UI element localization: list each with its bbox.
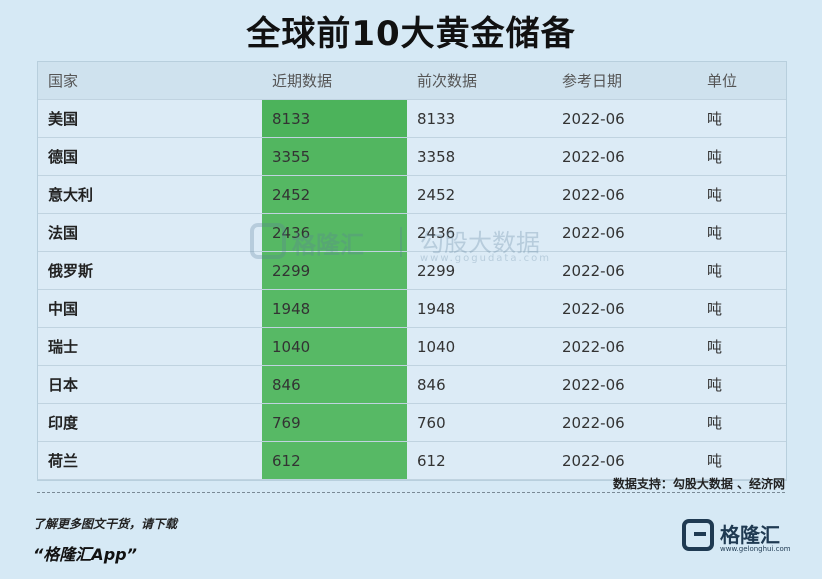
cell-recent: 3355 bbox=[262, 137, 407, 176]
cell-previous: 760 bbox=[407, 403, 552, 442]
promo-line-2: “格隆汇App” bbox=[33, 545, 137, 564]
cell-recent: 2299 bbox=[262, 251, 407, 290]
header-previous: 前次数据 bbox=[407, 62, 552, 100]
logo-name: 格隆汇 bbox=[720, 523, 780, 547]
cell-recent: 769 bbox=[262, 403, 407, 442]
table-row: 印度 769 760 2022-06 吨 bbox=[38, 403, 786, 442]
cell-unit: 吨 bbox=[697, 327, 786, 366]
cell-date: 2022-06 bbox=[552, 137, 697, 176]
cell-date: 2022-06 bbox=[552, 99, 697, 138]
table-row: 中国 1948 1948 2022-06 吨 bbox=[38, 289, 786, 328]
cell-date: 2022-06 bbox=[552, 175, 697, 214]
cell-country: 法国 bbox=[38, 213, 262, 252]
dashed-divider bbox=[37, 492, 785, 493]
cell-previous: 2436 bbox=[407, 213, 552, 252]
logo-url: www.gelonghui.com bbox=[720, 545, 791, 553]
header-date: 参考日期 bbox=[552, 62, 697, 100]
promo-line-1: 了解更多图文干货，请下载 bbox=[33, 517, 178, 531]
cell-country: 美国 bbox=[38, 99, 262, 138]
cell-unit: 吨 bbox=[697, 403, 786, 442]
brand-logo: 格隆汇 www.gelonghui.com bbox=[682, 517, 791, 557]
cell-previous: 612 bbox=[407, 441, 552, 480]
table-row: 日本 846 846 2022-06 吨 bbox=[38, 365, 786, 404]
cell-recent: 1040 bbox=[262, 327, 407, 366]
cell-date: 2022-06 bbox=[552, 365, 697, 404]
cell-country: 俄罗斯 bbox=[38, 251, 262, 290]
cell-unit: 吨 bbox=[697, 441, 786, 480]
header-unit: 单位 bbox=[697, 62, 786, 100]
cell-recent: 846 bbox=[262, 365, 407, 404]
header-recent: 近期数据 bbox=[262, 62, 407, 100]
data-source: 数据支持：勾股大数据 、经济网 bbox=[612, 477, 785, 491]
cell-country: 德国 bbox=[38, 137, 262, 176]
cell-recent: 1948 bbox=[262, 289, 407, 328]
cell-country: 印度 bbox=[38, 403, 262, 442]
table-row: 瑞士 1040 1040 2022-06 吨 bbox=[38, 327, 786, 366]
cell-previous: 3358 bbox=[407, 137, 552, 176]
cell-recent: 2436 bbox=[262, 213, 407, 252]
table-row: 意大利 2452 2452 2022-06 吨 bbox=[38, 175, 786, 214]
cell-date: 2022-06 bbox=[552, 251, 697, 290]
cell-country: 意大利 bbox=[38, 175, 262, 214]
cell-unit: 吨 bbox=[697, 99, 786, 138]
cell-date: 2022-06 bbox=[552, 403, 697, 442]
cell-previous: 846 bbox=[407, 365, 552, 404]
cell-unit: 吨 bbox=[697, 137, 786, 176]
cell-date: 2022-06 bbox=[552, 289, 697, 328]
cell-unit: 吨 bbox=[697, 213, 786, 252]
cell-previous: 1040 bbox=[407, 327, 552, 366]
header-country: 国家 bbox=[38, 62, 262, 100]
cell-unit: 吨 bbox=[697, 251, 786, 290]
cell-country: 中国 bbox=[38, 289, 262, 328]
table-row: 法国 2436 2436 2022-06 吨 bbox=[38, 213, 786, 252]
cell-unit: 吨 bbox=[697, 175, 786, 214]
table-header-row: 国家 近期数据 前次数据 参考日期 单位 bbox=[38, 62, 786, 100]
cell-previous: 1948 bbox=[407, 289, 552, 328]
cell-country: 瑞士 bbox=[38, 327, 262, 366]
page-title: 全球前10大黄金储备 bbox=[246, 14, 576, 54]
logo-icon bbox=[682, 519, 714, 551]
cell-date: 2022-06 bbox=[552, 213, 697, 252]
cell-recent: 612 bbox=[262, 441, 407, 480]
cell-date: 2022-06 bbox=[552, 441, 697, 480]
gold-reserve-table: 国家 近期数据 前次数据 参考日期 单位 美国 8133 8133 2022-06 吨德… bbox=[37, 61, 787, 481]
cell-unit: 吨 bbox=[697, 365, 786, 404]
cell-unit: 吨 bbox=[697, 289, 786, 328]
cell-previous: 8133 bbox=[407, 99, 552, 138]
table-row: 美国 8133 8133 2022-06 吨 bbox=[38, 99, 786, 138]
cell-recent: 2452 bbox=[262, 175, 407, 214]
table-row: 德国 3355 3358 2022-06 吨 bbox=[38, 137, 786, 176]
cell-date: 2022-06 bbox=[552, 327, 697, 366]
table-row: 俄罗斯 2299 2299 2022-06 吨 bbox=[38, 251, 786, 290]
cell-previous: 2452 bbox=[407, 175, 552, 214]
cell-recent: 8133 bbox=[262, 99, 407, 138]
cell-country: 荷兰 bbox=[38, 441, 262, 480]
table-row: 荷兰 612 612 2022-06 吨 bbox=[38, 441, 786, 480]
cell-country: 日本 bbox=[38, 365, 262, 404]
cell-previous: 2299 bbox=[407, 251, 552, 290]
